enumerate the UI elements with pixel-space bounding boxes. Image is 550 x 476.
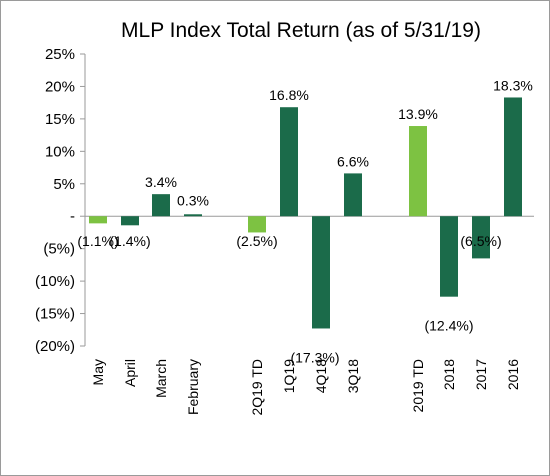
bar-2q19-td xyxy=(248,216,266,233)
x-category-label: 2018 xyxy=(441,359,457,390)
bar-2018 xyxy=(440,216,458,297)
y-tick-label: 10% xyxy=(45,143,75,160)
bars xyxy=(89,97,522,329)
data-label: (2.5%) xyxy=(236,233,277,249)
bar-2017 xyxy=(472,216,490,259)
y-tick-label: 15% xyxy=(45,111,75,128)
x-category-label: 2017 xyxy=(473,359,489,390)
bar-february xyxy=(184,214,202,217)
y-tick-label: 20% xyxy=(45,78,75,95)
x-category-label: 3Q18 xyxy=(345,359,361,393)
y-tick-label: 25% xyxy=(45,46,75,63)
x-category-label: 2019 TD xyxy=(410,359,426,412)
bar-2016 xyxy=(504,97,522,217)
bar-4q18 xyxy=(312,216,330,329)
data-labels: (1.1%)(1.4%) 3.4%0.3% (2.5%) 16.8% (17.3%) 6.… xyxy=(77,77,532,365)
data-label: (1.1%) xyxy=(77,233,118,249)
x-category-label: 1Q19 xyxy=(281,359,297,393)
bar-may xyxy=(89,216,107,224)
data-label: 6.6% xyxy=(337,153,369,169)
data-label: (6.5%) xyxy=(460,233,501,249)
data-label: (12.4%) xyxy=(424,318,473,334)
bar-april xyxy=(121,216,139,226)
x-category-label: 2016 xyxy=(505,359,521,390)
y-tick-label: (10%) xyxy=(35,273,75,290)
y-tick-label: (5%) xyxy=(43,241,75,258)
y-axis: 25% 20% 15% 10% 5% - (5%) (10%) (15%) (20%) xyxy=(35,46,534,355)
data-label: 16.8% xyxy=(269,87,309,103)
x-category-label: 2Q19 TD xyxy=(249,359,265,416)
data-label: 18.3% xyxy=(493,77,533,93)
x-category-label: May xyxy=(90,359,106,385)
data-label: (17.3%) xyxy=(290,349,339,365)
data-label: 3.4% xyxy=(145,174,177,190)
data-label: 0.3% xyxy=(177,192,209,208)
y-tick-label: (15%) xyxy=(35,306,75,323)
bar-march xyxy=(152,194,170,217)
y-tick-label: (20%) xyxy=(35,338,75,355)
bar-1q19 xyxy=(280,107,298,217)
chart-title: MLP Index Total Return (as of 5/31/19) xyxy=(121,19,481,42)
data-label: (1.4%) xyxy=(109,233,150,249)
x-category-label: February xyxy=(185,359,201,415)
x-category-label: March xyxy=(153,359,169,398)
x-category-label: April xyxy=(122,359,138,387)
y-tick-label: - xyxy=(70,208,75,225)
bar-2019-td xyxy=(409,126,427,217)
bar-3q18 xyxy=(344,173,362,217)
x-category-label: 4Q18 xyxy=(313,359,329,393)
x-axis-categories: May April March February 2Q19 TD 1Q19 4Q18 3Q18… xyxy=(90,359,521,416)
y-tick-label: 5% xyxy=(53,176,75,193)
data-label: 13.9% xyxy=(398,106,438,122)
